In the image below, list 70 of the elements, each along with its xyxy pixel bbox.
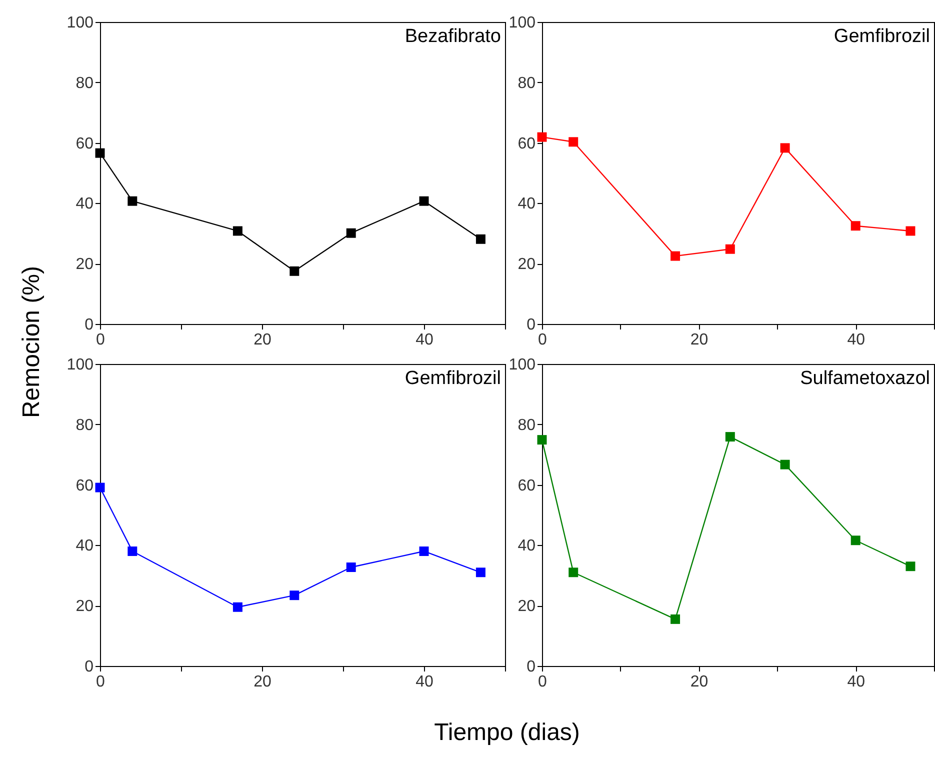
y-tick-label: 60 — [518, 135, 536, 152]
x-tick-label: 20 — [254, 332, 272, 348]
point — [128, 196, 138, 206]
x-tick-label: 0 — [538, 332, 548, 348]
point — [850, 536, 860, 546]
y-tick-label: 20 — [518, 256, 536, 274]
x-tick-label: 0 — [96, 332, 106, 348]
x-tick-label: 40 — [847, 674, 866, 690]
y-tick-label: 80 — [76, 74, 94, 92]
y-tick-label: 100 — [66, 356, 94, 374]
chart-title: Sulfametoxazol — [800, 368, 930, 389]
y-tick-label: 80 — [518, 74, 536, 92]
y-tick-label: 60 — [76, 135, 94, 152]
point — [725, 432, 735, 442]
y-tick-label: 80 — [518, 416, 536, 434]
y-tick-label: 60 — [518, 477, 536, 494]
point — [419, 546, 429, 556]
y-tick-label: 20 — [76, 598, 94, 616]
y-tick-label: 40 — [518, 538, 536, 555]
x-tick-label: 40 — [416, 332, 434, 348]
point — [232, 226, 242, 236]
point — [95, 482, 105, 492]
point — [128, 546, 138, 556]
y-tick-label: 40 — [76, 196, 94, 213]
chart-title: Gemfibrozil — [834, 26, 930, 47]
y-tick-label: 100 — [66, 14, 94, 32]
point — [537, 435, 547, 445]
point — [476, 568, 486, 578]
y-tick-label: 100 — [508, 356, 536, 374]
point — [670, 251, 680, 261]
y-tick-label: 0 — [526, 658, 536, 676]
y-tick-label: 80 — [76, 416, 94, 434]
chart-title: Gemfibrozil — [404, 368, 501, 389]
y-tick-label: 0 — [526, 316, 536, 334]
point — [476, 234, 486, 244]
chart-title: Bezafibrato — [404, 26, 501, 47]
point — [346, 562, 356, 572]
point — [780, 460, 790, 470]
point — [780, 143, 790, 153]
point — [419, 196, 429, 206]
point — [95, 148, 105, 158]
point — [290, 590, 300, 600]
y-tick-label: 100 — [508, 14, 536, 32]
x-tick-label: 0 — [96, 674, 106, 690]
y-tick-label: 0 — [84, 316, 94, 334]
x-tick-label: 40 — [416, 674, 434, 690]
x-axis-title: Tiempo (dias) — [434, 719, 580, 747]
x-tick-label: 20 — [254, 674, 272, 690]
point — [537, 132, 547, 142]
point — [850, 221, 860, 231]
point — [906, 562, 916, 572]
point — [906, 226, 916, 236]
y-tick-label: 20 — [76, 256, 94, 274]
point — [670, 614, 680, 624]
y-tick-label: 0 — [84, 658, 94, 676]
point — [346, 228, 356, 238]
point — [725, 244, 735, 254]
y-axis-title: Remocion (%) — [18, 266, 46, 418]
point — [568, 137, 578, 147]
y-tick-label: 40 — [518, 196, 536, 213]
y-tick-label: 60 — [76, 477, 94, 494]
point — [290, 266, 300, 276]
point — [232, 602, 242, 612]
point — [568, 568, 578, 578]
x-tick-label: 0 — [538, 674, 548, 690]
x-tick-label: 20 — [690, 332, 708, 348]
x-tick-label: 40 — [847, 332, 866, 348]
y-tick-label: 20 — [518, 598, 536, 616]
y-tick-label: 40 — [76, 538, 94, 555]
x-tick-label: 20 — [690, 674, 708, 690]
